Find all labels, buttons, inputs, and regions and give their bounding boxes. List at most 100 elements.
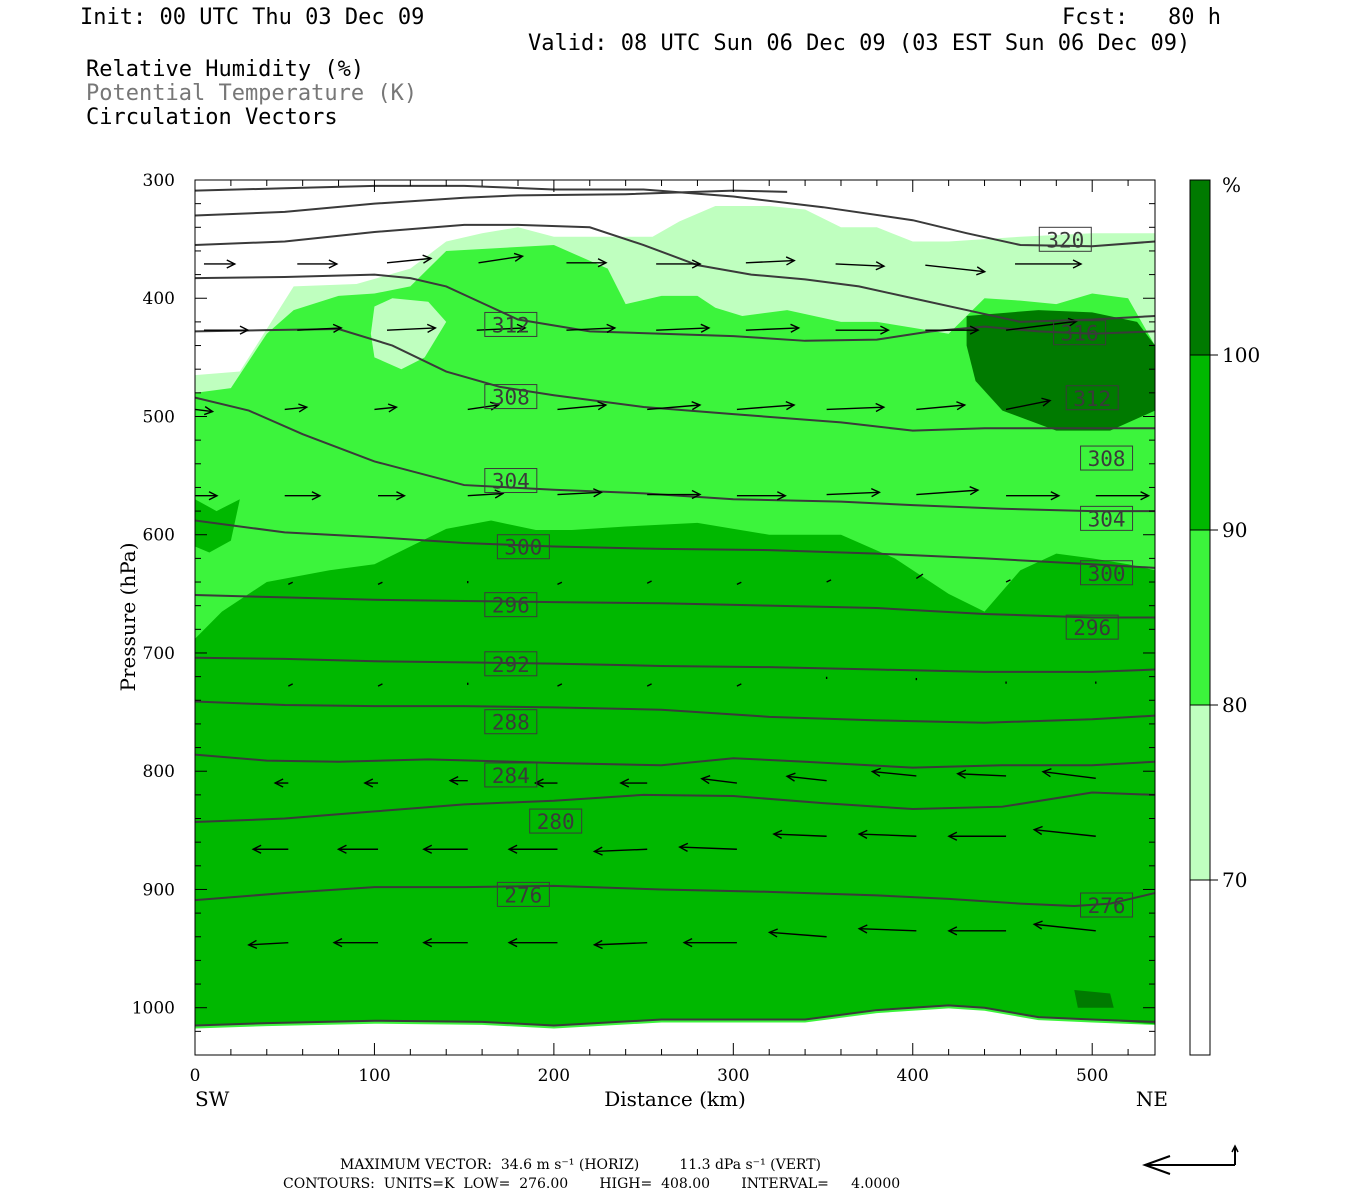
- circulation-vector: [592, 939, 648, 950]
- vector-head: [969, 325, 980, 335]
- circulation-vector: [378, 491, 406, 501]
- vector-shaft: [284, 406, 307, 411]
- theta-label: 308: [484, 384, 538, 410]
- y-tick-label: 300: [143, 171, 175, 191]
- theta-label-box: [1065, 385, 1119, 411]
- isentrope-272-13: [195, 1004, 1155, 1027]
- vector-head: [956, 769, 967, 779]
- circulation-vector: [203, 325, 250, 335]
- theta-label: 284: [484, 762, 538, 788]
- theta-label-text: 304: [1088, 507, 1126, 531]
- vector-shaft: [1034, 923, 1096, 932]
- vector-shaft: [594, 848, 648, 853]
- theta-label-text: 276: [1088, 894, 1126, 918]
- circulation-vector: [251, 844, 289, 854]
- vector-head: [857, 829, 868, 839]
- vector-shaft: [826, 579, 832, 583]
- vector-shaft: [386, 327, 436, 331]
- circulation-vector: [297, 323, 343, 333]
- vector-head: [691, 259, 702, 269]
- circulation-vector: [566, 258, 608, 268]
- theta-label-text: 288: [492, 711, 530, 735]
- vector-head: [785, 256, 796, 266]
- theta-label-text: 312: [1073, 387, 1111, 411]
- isentrope-320-1: [195, 189, 788, 217]
- vector-shaft: [872, 770, 917, 777]
- theta-label: 300: [496, 534, 550, 560]
- circulation-vector: [785, 772, 827, 782]
- vector-head: [203, 406, 215, 416]
- vector-shaft: [736, 683, 742, 687]
- theta-label-text: 312: [492, 313, 530, 337]
- vector-shaft: [1005, 579, 1011, 583]
- vector-head: [785, 772, 796, 782]
- vector-shaft: [835, 263, 885, 267]
- circulation-vector: [336, 844, 379, 854]
- vector-head: [592, 488, 604, 498]
- theta-label-text: 308: [492, 386, 530, 410]
- theta-label-text: 284: [492, 764, 530, 788]
- vector-shaft: [374, 406, 397, 411]
- field-title-rh: Relative Humidity (%): [86, 57, 365, 82]
- circulation-vector: [736, 400, 796, 411]
- axes: 0 100 200 300 400 500 300 400 500 600 700 800 900 100…: [132, 171, 1155, 1086]
- contour-note: CONTOURS: UNITS=K LOW= 276.00 HIGH= 408.…: [283, 1176, 901, 1192]
- circulation-vector: [592, 846, 648, 856]
- circulation-vector: [736, 683, 742, 687]
- vector-head: [870, 767, 881, 777]
- circulation-vector: [1041, 768, 1096, 780]
- vector-head: [494, 489, 505, 499]
- theta-isentropes: [195, 184, 1155, 1027]
- theta-label: 280: [529, 808, 583, 834]
- theta-label: 320: [1038, 226, 1092, 252]
- vector-head: [969, 486, 980, 496]
- theta-label-box: [484, 709, 538, 735]
- circulation-vector: [925, 325, 980, 335]
- theta-label: 304: [1080, 505, 1134, 531]
- theta-label-box: [496, 881, 550, 907]
- circulation-vector: [647, 401, 702, 411]
- vector-head: [1032, 920, 1043, 930]
- vector-shaft: [916, 404, 965, 411]
- circulation-vector: [745, 323, 801, 333]
- vector-shaft: [287, 581, 294, 586]
- colorbar-label: 70: [1222, 868, 1247, 892]
- isentrope-304-5: [195, 396, 1155, 513]
- vector-head: [947, 926, 958, 936]
- rh-fills: [195, 206, 1155, 1055]
- circulation-vector: [745, 256, 796, 266]
- circulation-vector: [647, 489, 702, 500]
- x-tick-label: 400: [897, 1066, 929, 1086]
- isentrope-292-8: [195, 656, 1155, 673]
- vector-head: [1050, 491, 1061, 501]
- circulation-vector: [247, 939, 289, 950]
- vector-shaft: [736, 581, 742, 586]
- vector-shaft: [736, 404, 795, 411]
- circulation-vector: [284, 403, 309, 413]
- vector-head: [507, 938, 518, 948]
- y-tick-label: 400: [143, 289, 175, 309]
- vector-head: [678, 842, 689, 852]
- y-tick-label: 600: [143, 526, 175, 546]
- vector-head: [208, 491, 219, 501]
- theta-label-box: [1053, 320, 1107, 346]
- colorbar-segment: [1189, 879, 1211, 1056]
- vector-head: [251, 844, 262, 854]
- vector-shaft: [656, 327, 709, 331]
- vector-head: [1140, 491, 1151, 501]
- vector-shaft: [195, 408, 213, 413]
- vector-shaft: [915, 573, 924, 580]
- circulation-vector: [422, 844, 468, 854]
- circulation-vector: [1005, 579, 1011, 583]
- vector-shaft: [1005, 320, 1077, 331]
- theta-label-box: [484, 762, 538, 788]
- vector-shaft: [925, 264, 985, 273]
- circulation-vector: [947, 926, 1007, 936]
- circulation-vector: [916, 486, 980, 496]
- vector-head: [332, 323, 343, 333]
- vector-shaft: [557, 581, 563, 586]
- vector-head: [767, 928, 778, 938]
- vector-head: [298, 403, 309, 413]
- circulation-vector: [422, 938, 468, 948]
- circulation-vector: [478, 252, 525, 264]
